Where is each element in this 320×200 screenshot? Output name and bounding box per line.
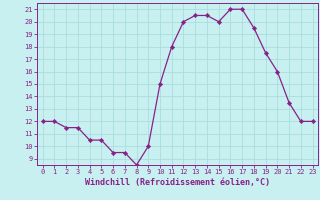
X-axis label: Windchill (Refroidissement éolien,°C): Windchill (Refroidissement éolien,°C) bbox=[85, 178, 270, 187]
